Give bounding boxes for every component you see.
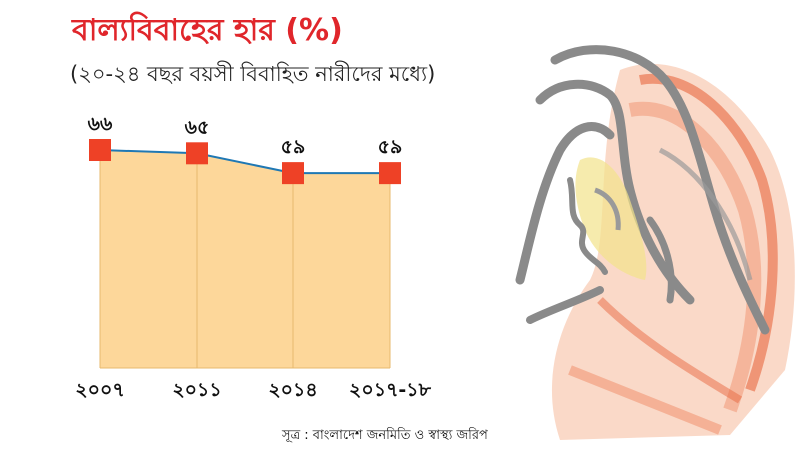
source-note: সূত্র : বাংলাদেশ জনমিতি ও স্বাস্থ্য জরিপ xyxy=(282,428,488,443)
data-label-1: ৬৫ xyxy=(185,116,210,138)
area-fill xyxy=(100,150,390,368)
data-point-1 xyxy=(186,142,208,165)
chart-subtitle: (২০-২৪ বছর বয়সী বিবাহিত নারীদের মধ্যে) xyxy=(70,62,436,86)
x-tick-label-3: ২০১৭-১৮ xyxy=(349,379,432,401)
data-label-3: ৫৯ xyxy=(378,136,403,158)
data-point-3 xyxy=(379,162,401,185)
x-tick-label-2: ২০১৪ xyxy=(268,379,317,401)
data-label-2: ৫৯ xyxy=(281,136,306,158)
chart-title: বাল্যবিবাহের হার (%) xyxy=(72,13,343,48)
x-tick-label-0: ২০০৭ xyxy=(75,379,124,401)
data-label-0: ৬৬ xyxy=(88,113,113,135)
data-point-0 xyxy=(89,139,111,161)
data-point-2 xyxy=(282,162,304,185)
veiled-woman-illustration xyxy=(515,45,795,440)
series-line xyxy=(99,149,390,175)
x-tick-label-1: ২০১১ xyxy=(172,379,221,401)
